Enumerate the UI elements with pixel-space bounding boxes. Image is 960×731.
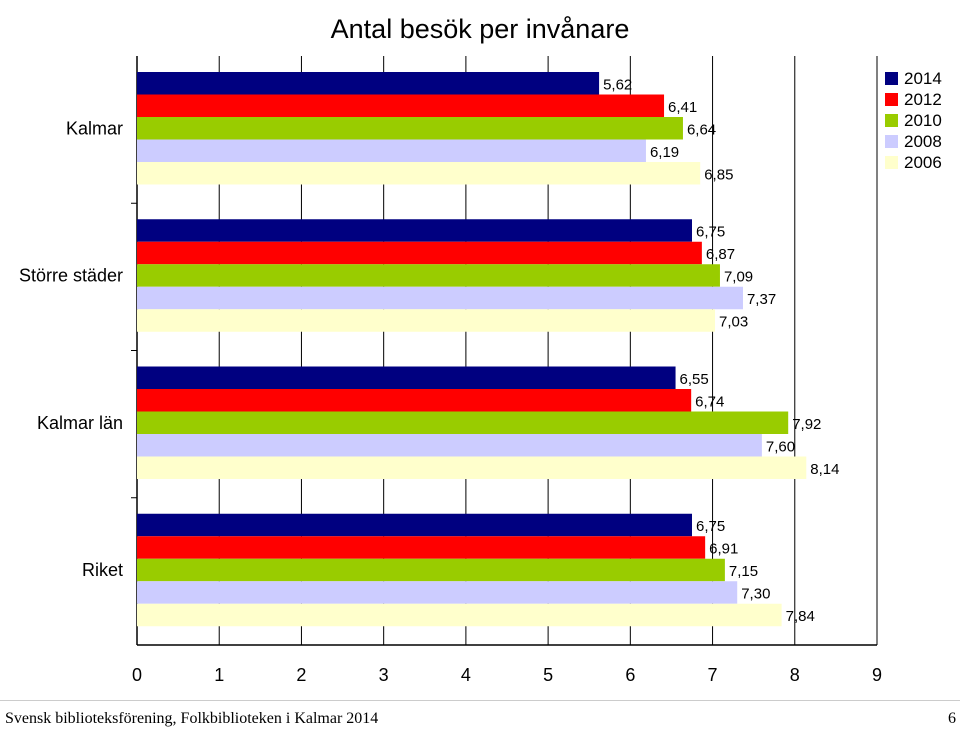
data-label: 5,62 — [603, 76, 632, 93]
legend-label: 2012 — [904, 89, 942, 109]
bar — [137, 366, 676, 389]
x-tick-label: 9 — [872, 665, 882, 685]
category-label: Kalmar — [66, 118, 123, 138]
data-label: 7,92 — [792, 416, 821, 433]
data-label: 6,55 — [680, 371, 709, 388]
bar — [137, 513, 692, 537]
legend-item: 2014 — [885, 68, 942, 89]
data-label: 6,85 — [704, 166, 733, 183]
data-label: 7,09 — [724, 269, 753, 286]
data-label: 6,41 — [668, 99, 697, 116]
category-label: Riket — [82, 560, 123, 580]
bar — [137, 389, 692, 412]
data-label: 7,84 — [786, 608, 815, 625]
x-tick-label: 7 — [708, 665, 718, 685]
x-tick-label: 3 — [379, 665, 389, 685]
x-tick-label: 5 — [543, 665, 553, 685]
legend-swatch — [885, 156, 898, 169]
chart-title: Antal besök per invånare — [330, 14, 630, 44]
x-tick-label: 8 — [790, 665, 800, 685]
legend-swatch — [885, 114, 898, 127]
x-tick-label: 6 — [625, 665, 635, 685]
chart-legend: 2014 2012 2010 2008 2006 — [885, 68, 942, 173]
footer-source: Svensk biblioteksförening, Folkbibliotek… — [5, 710, 379, 727]
bar — [137, 434, 762, 457]
legend-label: 2010 — [904, 110, 942, 130]
bar — [137, 411, 789, 434]
data-label: 7,37 — [747, 291, 776, 308]
legend-swatch — [885, 93, 898, 106]
legend-item: 2008 — [885, 131, 942, 152]
category-label: Större städer — [19, 266, 123, 286]
bar — [137, 241, 702, 265]
data-label: 6,75 — [696, 224, 725, 241]
x-tick-label: 1 — [214, 665, 224, 685]
bar — [137, 603, 782, 627]
bar — [137, 117, 683, 140]
legend-label: 2014 — [904, 68, 942, 88]
data-label: 7,15 — [729, 563, 758, 580]
bar — [137, 309, 716, 332]
legend-label: 2008 — [904, 131, 942, 151]
x-tick-label: 0 — [132, 665, 142, 685]
bar — [137, 264, 720, 287]
data-label: 6,91 — [709, 541, 738, 558]
page-number: 6 — [948, 710, 956, 727]
footer: Svensk biblioteksförening, Folkbibliotek… — [0, 700, 960, 731]
data-label: 6,87 — [706, 246, 735, 263]
bar — [137, 72, 600, 95]
bar — [137, 456, 807, 479]
chart-area: Antal besök per invånare 5,62 6,41 6,64 6,1… — [18, 14, 942, 685]
legend-swatch — [885, 72, 898, 85]
legend-item: 2006 — [885, 152, 942, 173]
data-label: 6,75 — [696, 518, 725, 535]
bar — [137, 94, 665, 117]
x-tick-label: 2 — [296, 665, 306, 685]
category-label: Kalmar län — [37, 413, 123, 433]
data-label: 6,74 — [695, 393, 724, 410]
x-tick-label: 4 — [461, 665, 471, 685]
data-label: 7,60 — [766, 438, 795, 455]
bar — [137, 558, 725, 582]
data-label: 6,64 — [687, 121, 716, 138]
bar — [137, 219, 692, 242]
data-label: 7,30 — [741, 586, 770, 603]
data-label: 7,03 — [719, 314, 748, 331]
legend-item: 2012 — [885, 89, 942, 110]
legend-swatch — [885, 135, 898, 148]
legend-item: 2010 — [885, 110, 942, 131]
legend-label: 2006 — [904, 152, 942, 172]
data-label: 6,19 — [650, 144, 679, 161]
data-label: 8,14 — [810, 461, 839, 478]
bar — [137, 581, 738, 604]
bar-chart: 5,62 6,41 6,64 6,19 6,85 Kalmar 6,75 6,87 7,09 7,… — [19, 56, 882, 685]
bar — [137, 139, 646, 162]
bar — [137, 536, 706, 559]
bar — [137, 286, 743, 310]
bar — [137, 162, 701, 185]
